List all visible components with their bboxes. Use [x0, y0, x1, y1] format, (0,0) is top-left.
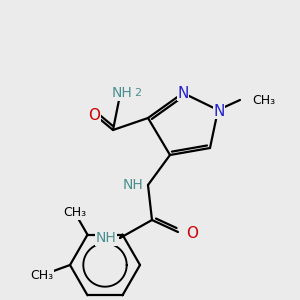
Text: CH₃: CH₃: [30, 269, 53, 282]
Text: O: O: [186, 226, 198, 241]
Text: CH₃: CH₃: [252, 94, 275, 106]
Text: NH: NH: [122, 178, 143, 192]
Text: CH₃: CH₃: [63, 206, 86, 219]
Text: NH: NH: [95, 231, 116, 245]
Text: NH: NH: [112, 86, 132, 100]
Text: 2: 2: [134, 88, 142, 98]
Text: N: N: [177, 85, 189, 100]
Text: N: N: [213, 103, 225, 118]
Text: O: O: [88, 109, 100, 124]
